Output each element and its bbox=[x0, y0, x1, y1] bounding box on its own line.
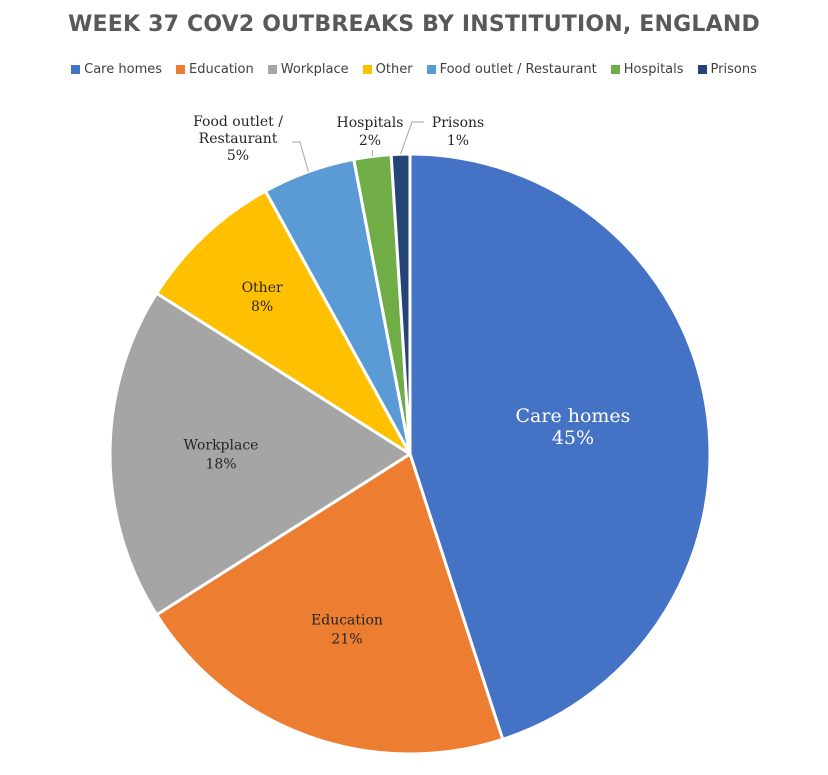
legend-item-other: Other bbox=[362, 62, 413, 77]
slice-name-food-line1: Food outlet / bbox=[193, 114, 283, 130]
legend-swatch bbox=[267, 65, 277, 74]
legend: Care homes Education Workplace Other Food ou… bbox=[0, 62, 828, 77]
callout-line-prisons bbox=[400, 121, 424, 155]
legend-swatch bbox=[426, 65, 436, 74]
slice-value-workplace: 18% bbox=[205, 457, 236, 473]
legend-label: Care homes bbox=[84, 62, 163, 77]
slice-name-care-homes: Care homes bbox=[516, 405, 631, 427]
slice-value-food-outlet-restaurant: 5% bbox=[227, 148, 249, 164]
slice-name-other: Other bbox=[242, 280, 283, 296]
slice-value-prisons: 1% bbox=[447, 133, 469, 149]
slice-name-food-line2: Restaurant bbox=[199, 131, 278, 147]
legend-item-prisons: Prisons bbox=[697, 62, 757, 77]
legend-swatch bbox=[176, 65, 186, 74]
slice-name-hospitals: Hospitals bbox=[337, 115, 404, 131]
slice-value-care-homes: 45% bbox=[552, 427, 594, 449]
legend-label: Workplace bbox=[280, 62, 349, 77]
pie-slice-care-homes bbox=[408, 152, 712, 741]
legend-swatch bbox=[697, 65, 707, 74]
legend-item-education: Education bbox=[176, 62, 254, 77]
legend-label: Education bbox=[189, 62, 254, 77]
slice-value-education: 21% bbox=[331, 632, 362, 648]
legend-item-care-homes: Care homes bbox=[71, 62, 162, 77]
slice-value-other: 8% bbox=[251, 299, 273, 315]
legend-swatch bbox=[71, 65, 81, 74]
legend-item-food-outlet-restaurant: Food outlet / Restaurant bbox=[426, 62, 597, 77]
legend-item-hospitals: Hospitals bbox=[610, 62, 684, 77]
slice-name-workplace: Workplace bbox=[184, 438, 259, 454]
legend-label: Prisons bbox=[710, 62, 757, 77]
chart-title: WEEK 37 COV2 OUTBREAKS BY INSTITUTION, E… bbox=[68, 12, 760, 37]
slice-value-hospitals: 2% bbox=[359, 133, 381, 149]
legend-label: Other bbox=[375, 62, 413, 77]
legend-item-workplace: Workplace bbox=[267, 62, 349, 77]
pie-slice-education bbox=[155, 452, 505, 756]
slice-name-education: Education bbox=[311, 613, 383, 629]
pie-slice-other bbox=[155, 189, 412, 456]
legend-swatch bbox=[362, 65, 372, 74]
legend-label: Food outlet / Restaurant bbox=[439, 62, 597, 77]
legend-label: Hospitals bbox=[623, 62, 684, 77]
legend-swatch bbox=[610, 65, 620, 74]
pie-slice-workplace bbox=[108, 291, 412, 617]
callout-line-food-outlet bbox=[292, 141, 309, 172]
slice-name-prisons: Prisons bbox=[432, 115, 484, 131]
